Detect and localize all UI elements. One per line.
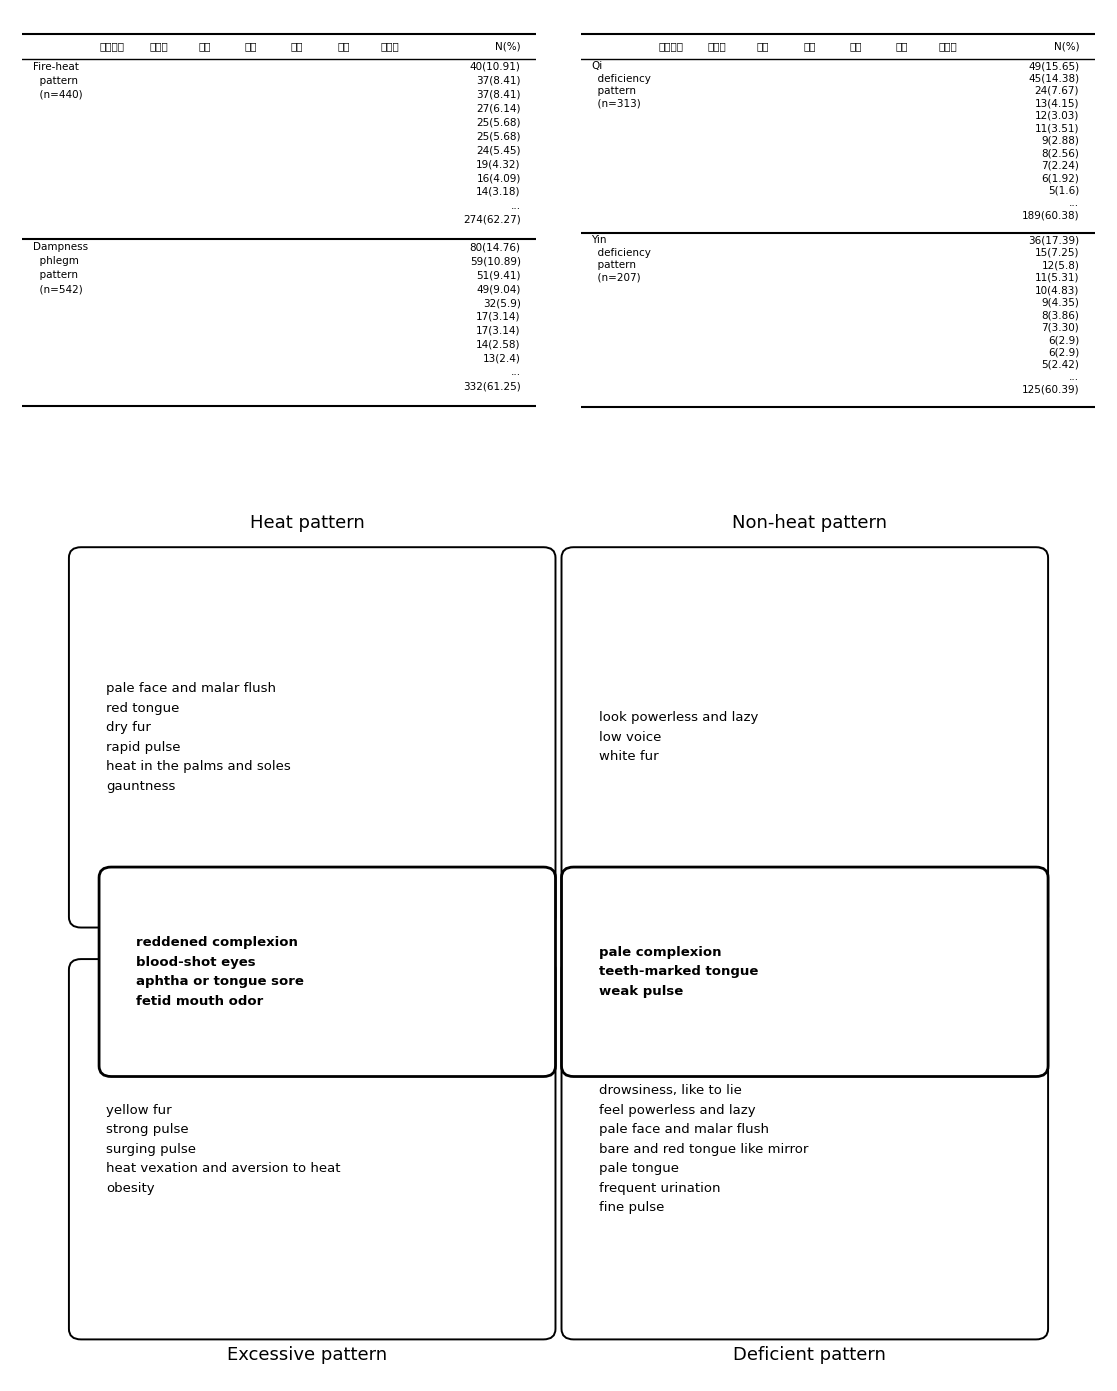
Text: look powerless and lazy
low voice
white fur: look powerless and lazy low voice white … (599, 711, 758, 764)
Text: 후태: 후태 (292, 42, 304, 51)
Text: Yin: Yin (591, 235, 607, 245)
Text: 24(7.67): 24(7.67) (1034, 86, 1079, 96)
Text: (n=542): (n=542) (32, 284, 83, 294)
Text: 후태: 후태 (850, 42, 862, 51)
Text: 조태: 조태 (337, 42, 350, 51)
Text: 27(6.14): 27(6.14) (476, 103, 521, 114)
Text: Qi: Qi (591, 61, 602, 71)
Text: Fire-heat: Fire-heat (32, 63, 78, 72)
Text: 49(9.04): 49(9.04) (476, 284, 521, 294)
Text: 9(2.88): 9(2.88) (1041, 136, 1079, 146)
FancyBboxPatch shape (69, 958, 555, 1340)
Text: 9(4.35): 9(4.35) (1041, 298, 1079, 307)
Text: 6(1.92): 6(1.92) (1041, 172, 1079, 184)
Text: 17(3.14): 17(3.14) (476, 325, 521, 335)
Text: 7(2.24): 7(2.24) (1041, 161, 1079, 171)
Text: pale face and malar flush
red tongue
dry fur
rapid pulse
heat in the palms and s: pale face and malar flush red tongue dry… (106, 682, 290, 793)
Text: 14(3.18): 14(3.18) (476, 186, 521, 198)
Text: Heat pattern: Heat pattern (250, 513, 364, 531)
Text: 25(5.68): 25(5.68) (476, 117, 521, 128)
Text: 51(9.41): 51(9.41) (476, 270, 521, 280)
Text: reddened complexion
blood-shot eyes
aphtha or tongue sore
fetid mouth odor: reddened complexion blood-shot eyes apht… (136, 936, 304, 1007)
Text: 백내: 백내 (803, 42, 815, 51)
Text: 7(3.30): 7(3.30) (1041, 323, 1079, 332)
Text: 15(7.25): 15(7.25) (1034, 248, 1079, 257)
Text: 10(4.83): 10(4.83) (1034, 285, 1079, 295)
Text: 189(60.38): 189(60.38) (1022, 210, 1079, 221)
Text: 80(14.76): 80(14.76) (470, 242, 521, 253)
Text: pattern: pattern (591, 260, 636, 270)
Text: (n=440): (n=440) (32, 89, 83, 100)
Text: 32(5.9): 32(5.9) (483, 298, 521, 307)
FancyBboxPatch shape (562, 867, 1048, 1077)
Text: drowsiness, like to lie
feel powerless and lazy
pale face and malar flush
bare a: drowsiness, like to lie feel powerless a… (599, 1084, 808, 1214)
FancyBboxPatch shape (562, 547, 1048, 928)
Text: 11(3.51): 11(3.51) (1034, 124, 1079, 134)
Text: ...: ... (510, 367, 521, 377)
Text: 성질당백: 성질당백 (99, 42, 125, 51)
Text: 13(2.4): 13(2.4) (483, 353, 521, 363)
Text: 19(4.32): 19(4.32) (476, 159, 521, 170)
Text: 6(2.9): 6(2.9) (1048, 348, 1079, 357)
Text: 14(2.58): 14(2.58) (476, 339, 521, 349)
Text: 조태: 조태 (896, 42, 908, 51)
Text: 45(14.38): 45(14.38) (1028, 74, 1079, 83)
Text: (n=313): (n=313) (591, 99, 641, 108)
Text: 36(17.39): 36(17.39) (1028, 235, 1079, 245)
Text: 치흔설: 치흔설 (939, 42, 957, 51)
FancyBboxPatch shape (69, 547, 555, 928)
FancyBboxPatch shape (562, 958, 1048, 1340)
Text: ...: ... (1069, 198, 1079, 209)
Text: 13(4.15): 13(4.15) (1034, 99, 1079, 108)
Text: deficiency: deficiency (591, 248, 651, 257)
Text: 치흔설: 치흔설 (381, 42, 399, 51)
Text: 황태: 황태 (199, 42, 211, 51)
Text: 성질홍: 성질홍 (150, 42, 168, 51)
Text: 49(15.65): 49(15.65) (1028, 61, 1079, 71)
Text: 40(10.91): 40(10.91) (470, 63, 521, 72)
Text: 274(62.27): 274(62.27) (462, 214, 521, 225)
Text: (n=207): (n=207) (591, 273, 641, 282)
Text: 332(61.25): 332(61.25) (462, 381, 521, 391)
Text: 백내: 백내 (245, 42, 257, 51)
Text: 12(5.8): 12(5.8) (1041, 260, 1079, 270)
Text: N(%): N(%) (1053, 42, 1079, 51)
Text: 25(5.68): 25(5.68) (476, 131, 521, 142)
Text: yellow fur
strong pulse
surging pulse
heat vexation and aversion to heat
obesity: yellow fur strong pulse surging pulse he… (106, 1103, 341, 1195)
Text: 황태: 황태 (757, 42, 770, 51)
Text: 성질당백: 성질당백 (658, 42, 684, 51)
Text: 6(2.9): 6(2.9) (1048, 335, 1079, 345)
Text: 16(4.09): 16(4.09) (476, 172, 521, 184)
Text: 5(1.6): 5(1.6) (1048, 185, 1079, 196)
Text: 성질홍: 성질홍 (708, 42, 726, 51)
Text: 11(5.31): 11(5.31) (1034, 273, 1079, 282)
Text: 8(3.86): 8(3.86) (1041, 310, 1079, 320)
Text: 37(8.41): 37(8.41) (476, 89, 521, 100)
Text: phlegm: phlegm (32, 256, 78, 266)
Text: 37(8.41): 37(8.41) (476, 77, 521, 86)
Text: pattern: pattern (32, 270, 77, 280)
Text: 8(2.56): 8(2.56) (1041, 149, 1079, 159)
Text: 125(60.39): 125(60.39) (1022, 385, 1079, 395)
Text: 24(5.45): 24(5.45) (476, 145, 521, 156)
Text: 59(10.89): 59(10.89) (470, 256, 521, 266)
Text: Deficient pattern: Deficient pattern (734, 1346, 886, 1365)
Text: Excessive pattern: Excessive pattern (227, 1346, 388, 1365)
Text: 12(3.03): 12(3.03) (1034, 111, 1079, 121)
FancyBboxPatch shape (99, 867, 555, 1077)
Text: deficiency: deficiency (591, 74, 651, 83)
Text: Non-heat pattern: Non-heat pattern (733, 513, 887, 531)
Text: 5(2.42): 5(2.42) (1041, 360, 1079, 370)
Text: ...: ... (1069, 373, 1079, 383)
Text: pattern: pattern (591, 86, 636, 96)
Text: Dampness: Dampness (32, 242, 88, 253)
Text: 17(3.14): 17(3.14) (476, 312, 521, 321)
Text: ...: ... (510, 200, 521, 211)
Text: N(%): N(%) (495, 42, 521, 51)
Text: pattern: pattern (32, 77, 77, 86)
Text: pale complexion
teeth-marked tongue
weak pulse: pale complexion teeth-marked tongue weak… (599, 946, 758, 997)
